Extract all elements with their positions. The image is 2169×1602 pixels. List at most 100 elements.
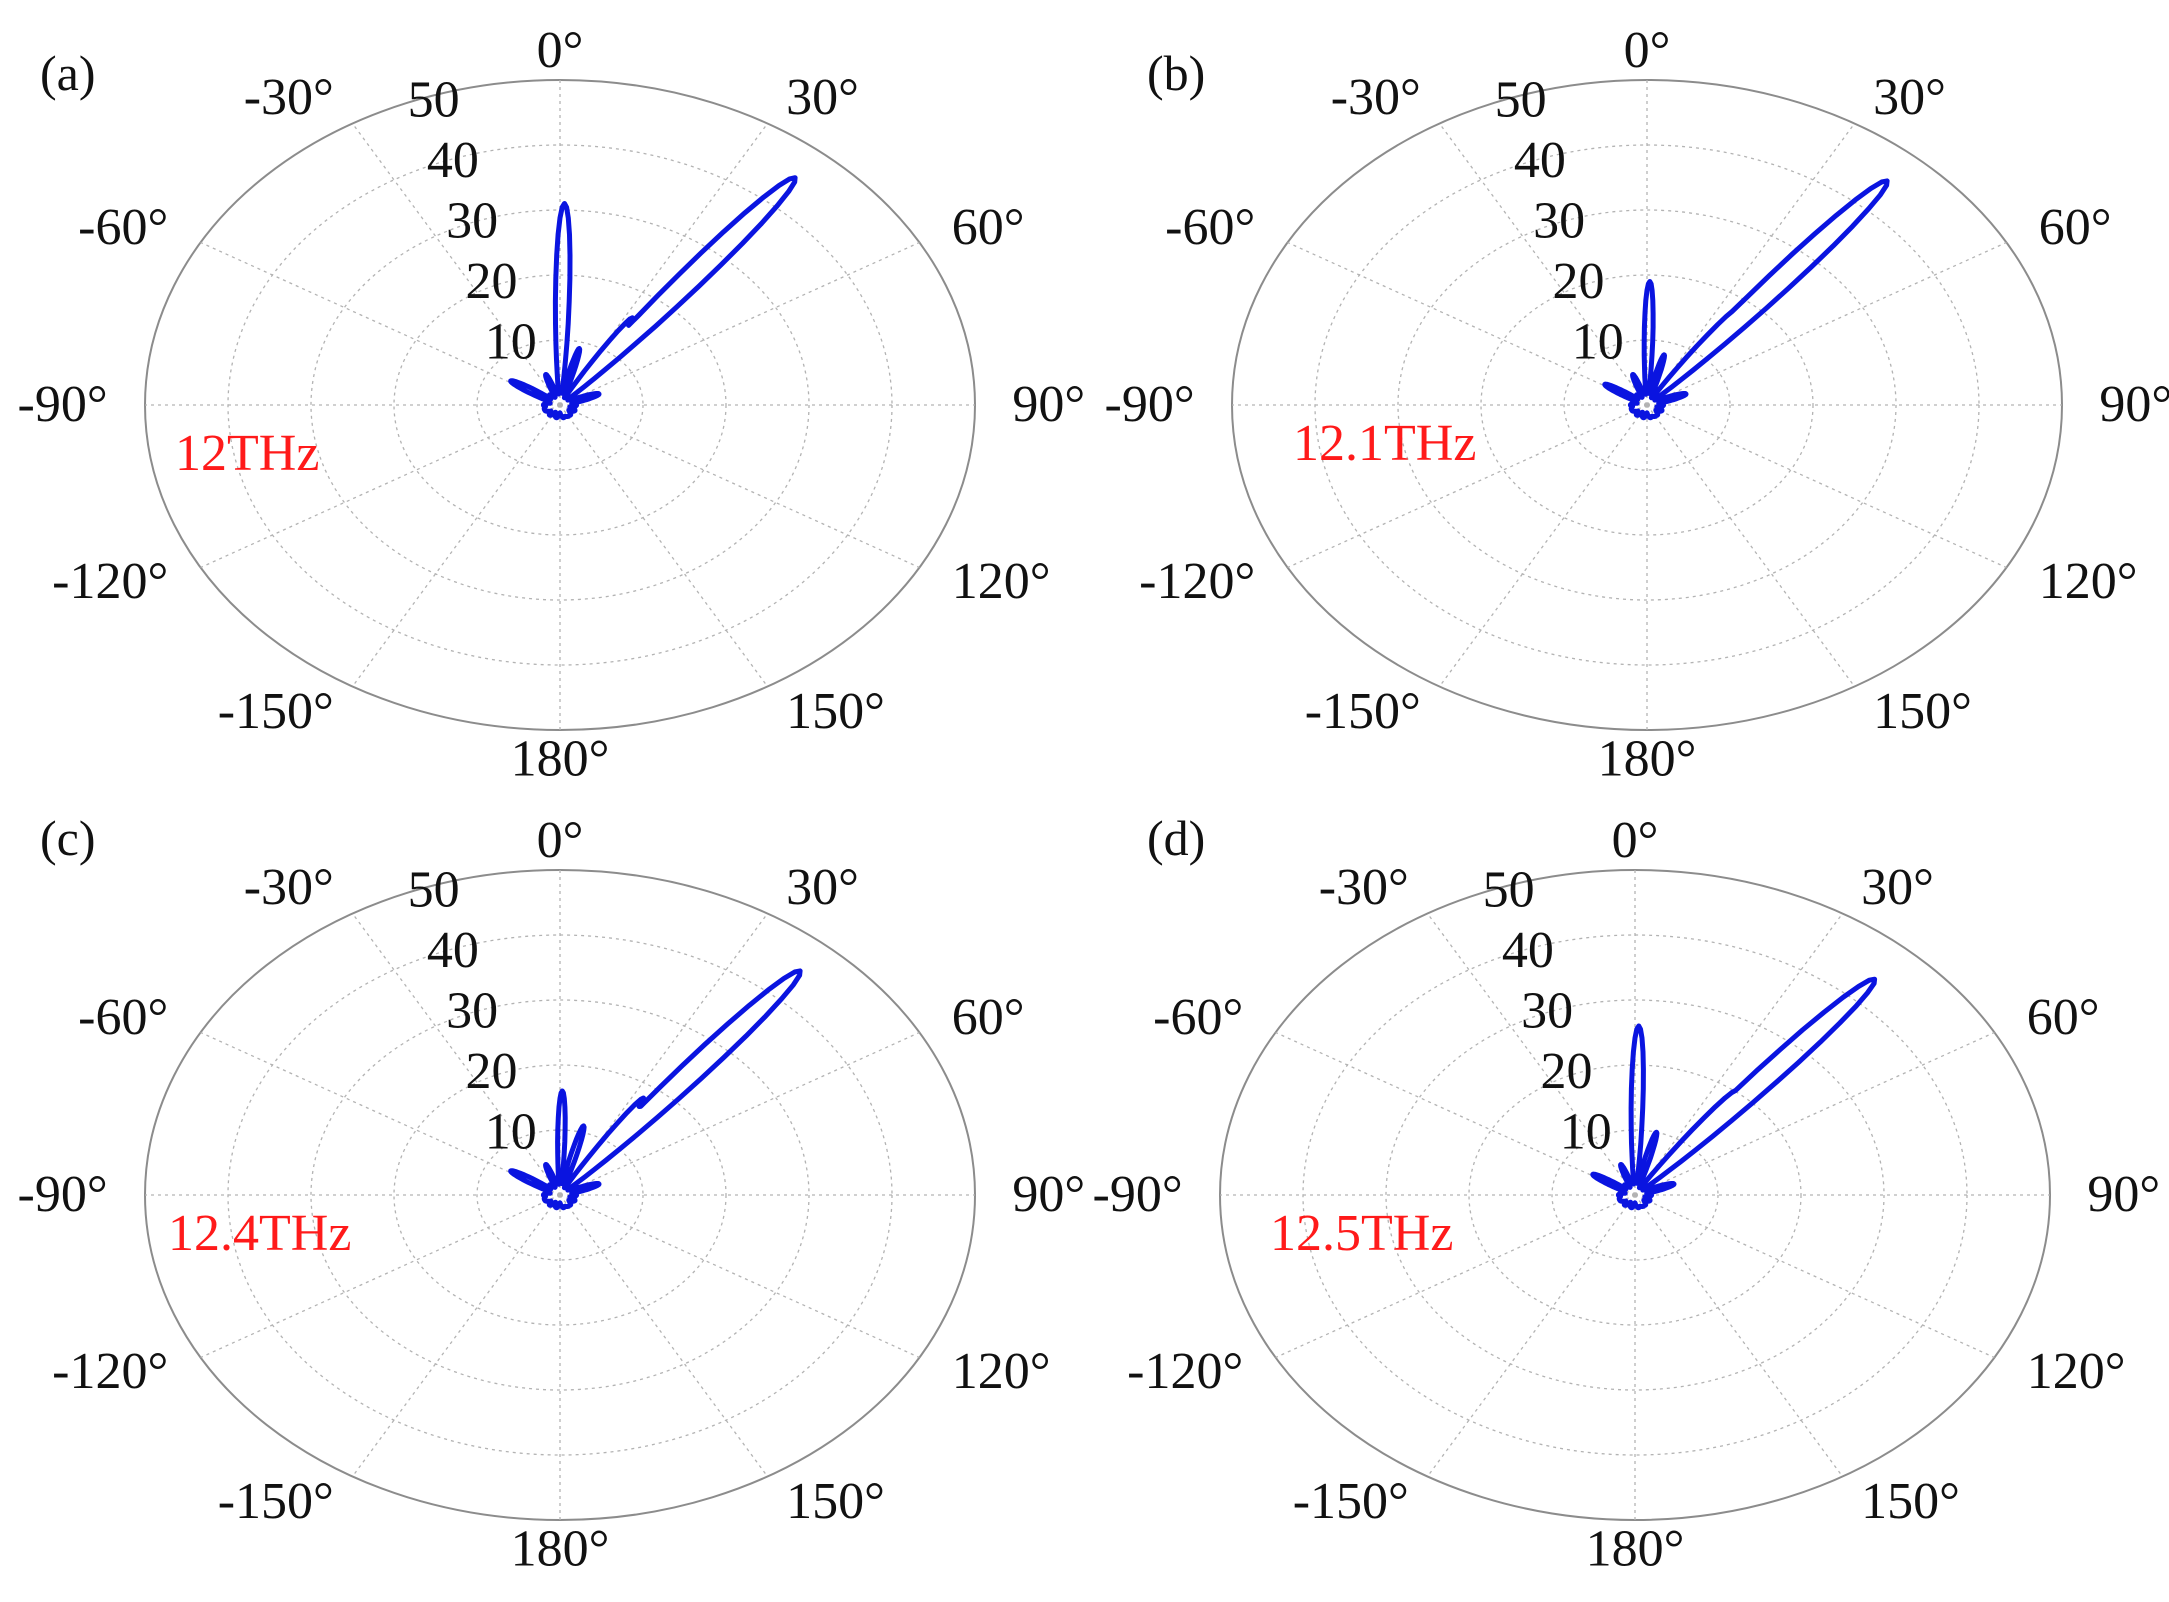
angle-tick-label: -90° <box>18 376 108 433</box>
radial-tick-label: 50 <box>408 861 460 918</box>
angle-tick-label: 60° <box>952 199 1025 256</box>
angle-tick-label: 30° <box>1873 69 1946 126</box>
radial-tick-label: 30 <box>1533 192 1585 249</box>
grid-spoke <box>1275 1031 1636 1196</box>
angle-tick-label: -60° <box>78 989 168 1046</box>
grid-ring <box>393 274 727 536</box>
grid-spoke <box>1634 1194 1844 1477</box>
angle-tick-label: 180° <box>1586 1520 1685 1577</box>
angle-tick-label: 90° <box>1012 1166 1085 1223</box>
grid-spoke <box>1646 404 2007 569</box>
radial-tick-label: 20 <box>465 1043 517 1100</box>
radial-tick-label: 40 <box>427 132 479 189</box>
angle-tick-label: -30° <box>1319 859 1409 916</box>
angle-tick-label: 120° <box>2027 1343 2126 1400</box>
polar-panel-2: 0° 30° 60° 90° 120° 150° 180° -150° -120° -90° -60… <box>1105 22 2169 788</box>
angle-tick-label: -60° <box>1165 199 1255 256</box>
angle-tick-label: -30° <box>1331 69 1421 126</box>
angle-tick-label: 60° <box>2027 989 2100 1046</box>
grid-ring <box>476 1129 644 1261</box>
angle-tick-label: 60° <box>2039 199 2112 256</box>
angle-tick-label: -30° <box>244 859 334 916</box>
radial-tick-label: 10 <box>485 313 537 370</box>
frequency-label: 12.4THz <box>168 1205 351 1262</box>
angle-tick-label: -90° <box>1093 1166 1183 1223</box>
angle-tick-label: 180° <box>511 730 610 787</box>
angle-tick-label: 150° <box>786 683 885 740</box>
panel-label: (b) <box>1147 45 1205 101</box>
angle-tick-label: 120° <box>952 1343 1051 1400</box>
grid-ring <box>1397 209 1897 601</box>
polar-panel-3: 0° 30° 60° 90° 120° 150° 180° -150° -120° -90° -60… <box>18 810 1086 1577</box>
grid-spoke <box>351 123 561 406</box>
radiation-pattern-series <box>1602 178 1890 421</box>
grid-ring <box>1468 1064 1802 1326</box>
angle-tick-label: 150° <box>1861 1473 1960 1530</box>
angle-tick-label: 0° <box>537 812 584 869</box>
radial-tick-label: 20 <box>1540 1043 1592 1100</box>
angle-tick-label: 90° <box>1012 376 1085 433</box>
grid-spoke <box>1287 241 1648 406</box>
frequency-label: 12THz <box>175 425 319 482</box>
angle-tick-label: 90° <box>2087 1166 2160 1223</box>
angle-tick-label: -60° <box>78 199 168 256</box>
angle-tick-label: -120° <box>1127 1343 1243 1400</box>
angle-tick-label: 60° <box>952 989 1025 1046</box>
angle-tick-label: -120° <box>52 553 168 610</box>
radial-tick-label: 10 <box>1572 313 1624 370</box>
grid-ring <box>393 1064 727 1326</box>
angle-tick-label: -90° <box>1105 376 1195 433</box>
angle-tick-label: -150° <box>218 1473 334 1530</box>
grid-ring <box>476 339 644 471</box>
grid-spoke <box>1634 913 1844 1196</box>
angle-tick-label: 30° <box>1861 859 1934 916</box>
grid-spoke <box>1287 404 1648 569</box>
radiation-pattern-series <box>1590 976 1878 1211</box>
frequency-label: 12.1THz <box>1293 415 1476 472</box>
frequency-label: 12.5THz <box>1270 1205 1453 1262</box>
grid-spoke <box>1426 913 1636 1196</box>
angle-tick-label: -120° <box>52 1343 168 1400</box>
grid-spoke <box>559 404 769 687</box>
angle-tick-label: -150° <box>1293 1473 1409 1530</box>
radiation-pattern-series <box>508 175 798 421</box>
grid-spoke <box>559 404 920 569</box>
panel-label: (c) <box>40 810 96 866</box>
grid-spoke <box>1634 1194 1995 1359</box>
grid-spoke <box>1275 1194 1636 1359</box>
angle-tick-label: 150° <box>1873 683 1972 740</box>
radial-tick-label: 40 <box>1514 132 1566 189</box>
angle-tick-label: 0° <box>1624 22 1671 79</box>
radial-tick-label: 50 <box>408 71 460 128</box>
grid-ring <box>310 999 810 1391</box>
angle-tick-label: 180° <box>511 1520 610 1577</box>
grid-spoke <box>200 404 561 569</box>
radial-tick-label: 10 <box>1560 1103 1612 1160</box>
angle-tick-label: 90° <box>2099 376 2169 433</box>
grid-spoke <box>351 1194 561 1477</box>
grid-spoke <box>1646 123 1856 406</box>
radial-tick-label: 50 <box>1483 861 1535 918</box>
angle-tick-label: 30° <box>786 859 859 916</box>
angle-tick-label: 120° <box>952 553 1051 610</box>
radial-tick-label: 10 <box>485 1103 537 1160</box>
grid-ring <box>1385 999 1885 1391</box>
grid-spoke <box>559 1031 920 1196</box>
radial-tick-label: 30 <box>1521 982 1573 1039</box>
angle-tick-label: 120° <box>2039 553 2138 610</box>
grid-spoke <box>559 241 920 406</box>
grid-spoke <box>351 913 561 1196</box>
grid-spoke <box>200 1031 561 1196</box>
grid-spoke <box>1426 1194 1636 1477</box>
angle-tick-label: -90° <box>18 1166 108 1223</box>
polar-panel-4: 0° 30° 60° 90° 120° 150° 180° -150° -120° -90° -60… <box>1093 810 2161 1577</box>
panel-label: (d) <box>1147 810 1205 866</box>
angle-tick-label: -120° <box>1139 553 1255 610</box>
angle-tick-label: 0° <box>1612 812 1659 869</box>
grid-spoke <box>559 1194 920 1359</box>
radial-tick-label: 20 <box>465 253 517 310</box>
grid-ring <box>310 209 810 601</box>
grid-spoke <box>351 404 561 687</box>
grid-ring <box>1563 339 1731 471</box>
